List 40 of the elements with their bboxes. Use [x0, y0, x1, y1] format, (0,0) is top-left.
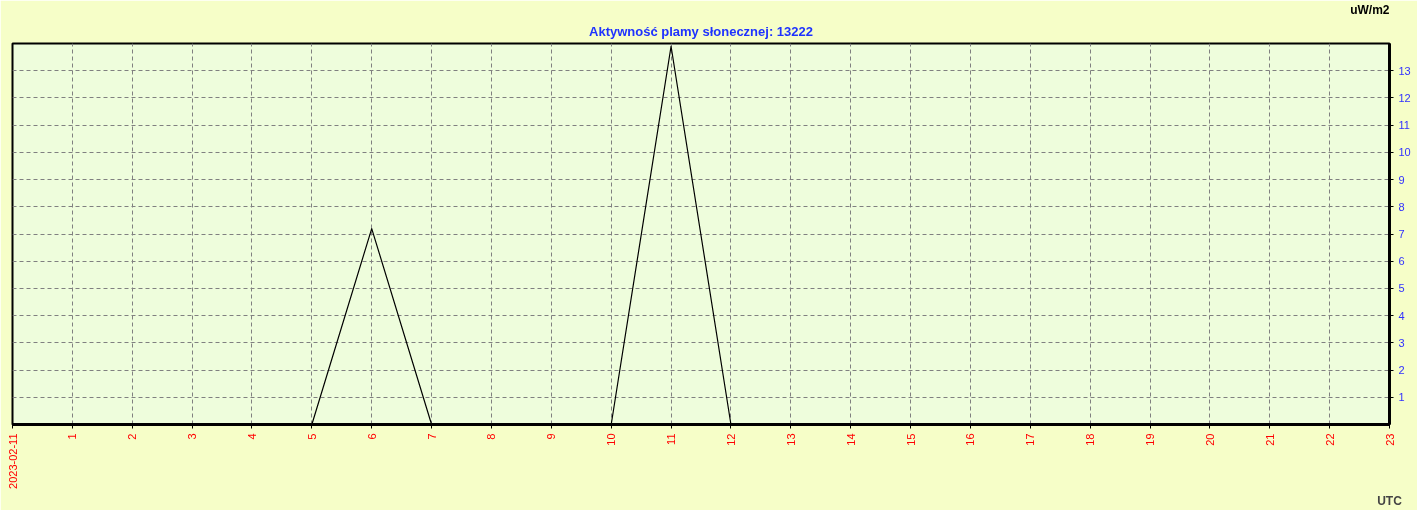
x-tick-label: 1 [66, 433, 79, 440]
x-tick-label: 4 [245, 433, 258, 440]
y-axis-title: uW/m2 [1350, 2, 1390, 17]
y-tick-label: 11 [1398, 119, 1410, 132]
y-tick-label: 13 [1398, 64, 1411, 77]
x-tick-label: 15 [904, 433, 917, 446]
x-tick-label: 3 [186, 433, 199, 440]
x-tick-label: 14 [844, 433, 857, 446]
y-tick-label: 8 [1398, 200, 1405, 213]
x-tick-label: 6 [365, 433, 378, 440]
x-tick-label: 9 [545, 433, 558, 440]
y-tick-label: 6 [1398, 255, 1405, 268]
x-tick-label: 20 [1203, 433, 1216, 446]
y-tick-label: 5 [1398, 282, 1405, 295]
x-tick-label: 8 [485, 433, 498, 440]
y-tick-label: 2 [1398, 364, 1405, 377]
x-tick-label: 7 [425, 433, 438, 440]
x-tick-label: 23 [1383, 433, 1396, 446]
y-tick-label: 1 [1398, 391, 1405, 404]
y-tick-label: 10 [1398, 146, 1411, 159]
chart-title: Aktywność plamy słonecznej: 13222 [589, 23, 813, 39]
x-tick-label: 2 [126, 433, 139, 440]
y-tick-label: 9 [1398, 173, 1405, 186]
x-axis-title: UTC [1377, 493, 1403, 508]
x-tick-label: 10 [605, 433, 618, 446]
y-tick-label: 4 [1398, 309, 1405, 322]
x-tick-label: 17 [1024, 433, 1037, 446]
x-tick-label: 16 [964, 433, 977, 446]
x-tick-label: 13 [784, 433, 797, 446]
x-tick-label: 2023-02-11 [6, 433, 19, 489]
y-tick-label: 7 [1398, 228, 1405, 240]
x-tick-label: 21 [1263, 433, 1276, 446]
y-tick-label: 3 [1398, 336, 1405, 349]
x-tick-label: 5 [305, 433, 318, 440]
x-tick-label: 18 [1084, 433, 1097, 446]
x-tick-label: 11 [665, 433, 678, 445]
x-tick-label: 12 [724, 433, 737, 446]
y-tick-label: 12 [1398, 91, 1411, 104]
x-tick-label: 19 [1144, 433, 1157, 446]
x-tick-label: 22 [1323, 433, 1336, 446]
